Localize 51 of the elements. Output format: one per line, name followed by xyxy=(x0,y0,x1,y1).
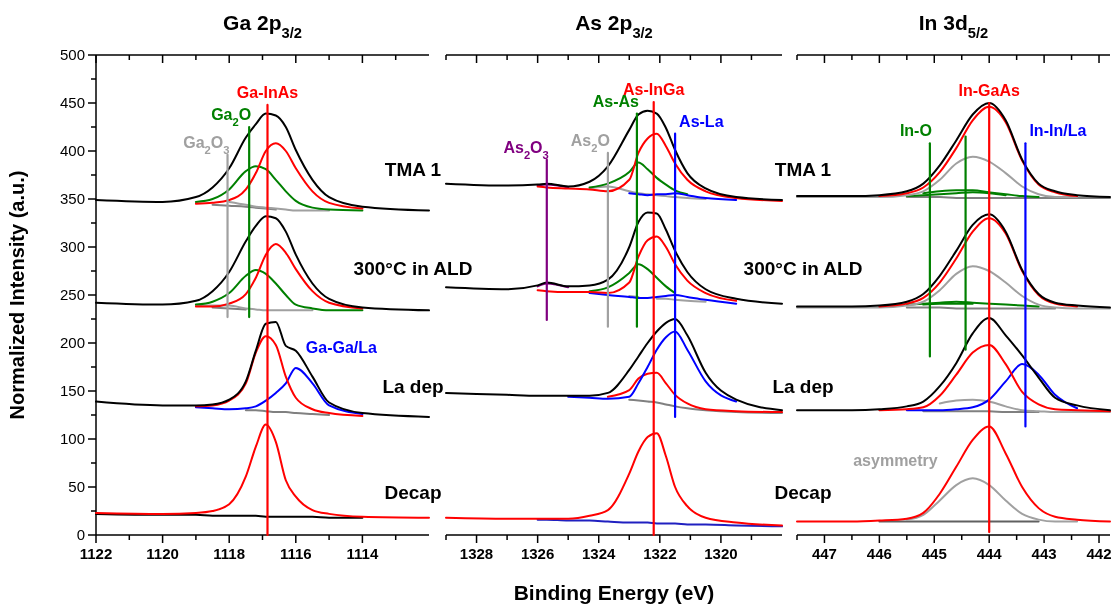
series-label: As$_{2}$O$_{3}$ xyxy=(503,138,549,161)
x-tick-label: 1114 xyxy=(346,545,379,562)
y-tick-label: 250 xyxy=(59,286,85,304)
series-label: In-GaAs xyxy=(958,82,1020,99)
series-label: Ga$_{2}$O xyxy=(211,106,252,128)
annotation: La dep xyxy=(382,375,444,397)
x-tick-label: 1320 xyxy=(704,545,738,562)
annotation: TMA 1 xyxy=(774,158,832,180)
x-tick-label: 446 xyxy=(866,545,892,562)
x-tick-label: 1326 xyxy=(520,545,555,562)
annotation: 300°C in ALD xyxy=(743,257,863,279)
x-tick-label: 444 xyxy=(976,545,1003,562)
series-label: Ga-InAs xyxy=(236,83,299,101)
y-tick-label: 500 xyxy=(59,46,85,64)
x-tick-label: 1122 xyxy=(79,545,113,562)
annotation: TMA 1 xyxy=(384,158,442,180)
x-tick-label: 445 xyxy=(921,545,947,562)
chart-title: Ga 2p$_{3/2}$ xyxy=(223,11,302,41)
y-tick-label: 200 xyxy=(59,334,85,352)
series-label: In-O xyxy=(899,122,932,140)
series-label: As$_{2}$O xyxy=(570,131,610,154)
x-tick-label: 1120 xyxy=(146,545,179,562)
y-axis-title: Normalized Intensity (a.u.) xyxy=(6,170,28,420)
annotation: Decap xyxy=(774,482,832,504)
series-label: As-La xyxy=(679,112,724,130)
annotation: Decap xyxy=(384,482,442,504)
y-tick-label: 150 xyxy=(59,382,85,400)
x-axis-title: Binding Energy (eV) xyxy=(513,581,715,604)
y-tick-label: 50 xyxy=(68,478,85,496)
x-tick-label: 447 xyxy=(811,545,837,562)
x-tick-label: 443 xyxy=(1031,545,1057,562)
x-tick-label: 1324 xyxy=(582,545,617,562)
series-label: In-In/La xyxy=(1029,122,1087,140)
y-tick-label: 400 xyxy=(59,142,85,160)
y-tick-label: 350 xyxy=(59,190,85,208)
y-tick-label: 450 xyxy=(59,94,85,112)
series-label: Ga$_{2}$O$_{3}$ xyxy=(183,133,230,156)
chart-title: As 2p$_{3/2}$ xyxy=(575,11,653,41)
series-label: asymmetry xyxy=(853,452,938,470)
annotation: La dep xyxy=(772,375,834,397)
y-tick-label: 100 xyxy=(59,430,85,448)
x-tick-label: 1328 xyxy=(459,545,494,562)
chart-title: In 3d$_{5/2}$ xyxy=(918,11,989,41)
series-label: Ga-Ga/La xyxy=(305,338,378,356)
y-tick-label: 300 xyxy=(59,238,85,256)
x-tick-label: 1322 xyxy=(643,545,677,562)
x-tick-label: 1118 xyxy=(213,545,246,562)
y-tick-label: 0 xyxy=(76,526,85,544)
x-tick-label: 1116 xyxy=(279,545,312,562)
annotation: 300°C in ALD xyxy=(353,257,473,279)
x-tick-label: 442 xyxy=(1086,545,1112,562)
